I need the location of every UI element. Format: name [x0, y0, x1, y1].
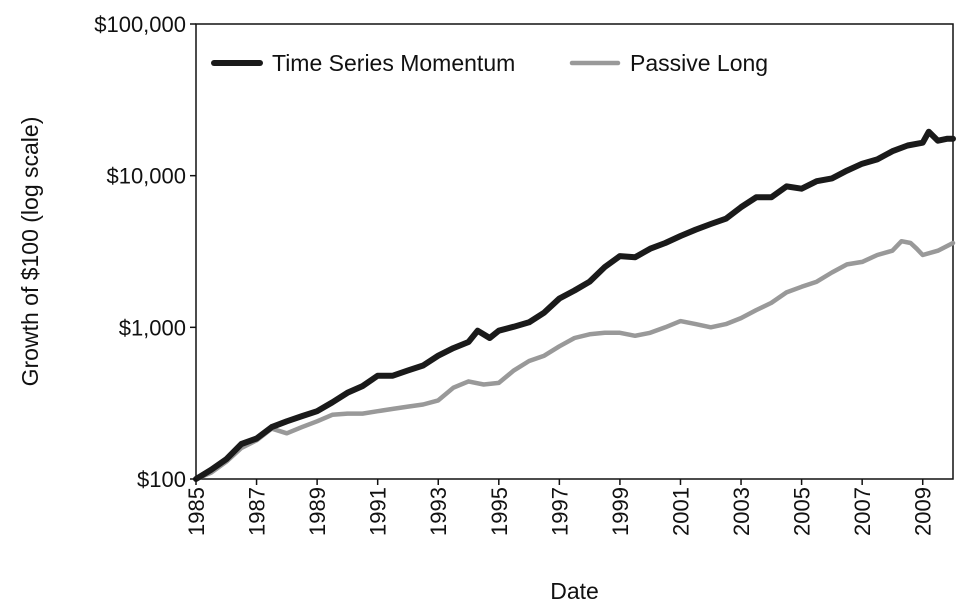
series-line-passive-long: [193, 238, 956, 482]
x-tick-label: 1987: [245, 487, 270, 536]
y-axis: $100 $1,000 $10,000 $100,000: [94, 12, 196, 492]
x-tick-label: 1989: [305, 487, 330, 536]
series-layer: [193, 128, 956, 482]
x-axis: 1985 1987 1989 1991 1993 1995 1997 1999 2001 2003…: [184, 479, 936, 536]
y-tick-label: $1,000: [119, 315, 186, 340]
x-tick-label: 1997: [547, 487, 572, 536]
legend-label: Time Series Momentum: [272, 50, 515, 76]
series-line-time-series-momentum: [193, 128, 956, 482]
x-tick-label: 2009: [911, 487, 936, 536]
x-tick-label: 1993: [426, 487, 451, 536]
x-tick-label: 2005: [790, 487, 815, 536]
plot-area: [193, 23, 956, 482]
y-axis-title: Growth of $100 (log scale): [17, 117, 43, 387]
x-tick-label: 2001: [668, 487, 693, 536]
legend-label: Passive Long: [630, 50, 768, 76]
plot-frame: [195, 23, 954, 480]
x-tick-label: 1985: [184, 487, 209, 536]
x-axis-title: Date: [550, 578, 599, 604]
y-tick-label: $100,000: [94, 12, 186, 37]
y-tick-label: $100: [137, 467, 186, 492]
x-tick-label: 1999: [608, 487, 633, 536]
x-tick-label: 2007: [850, 487, 875, 536]
x-tick-label: 1991: [366, 487, 391, 536]
x-tick-label: 1995: [487, 487, 512, 536]
legend: Time Series Momentum Passive Long: [211, 50, 768, 76]
y-tick-label: $10,000: [106, 164, 186, 189]
x-tick-label: 2003: [729, 487, 754, 536]
